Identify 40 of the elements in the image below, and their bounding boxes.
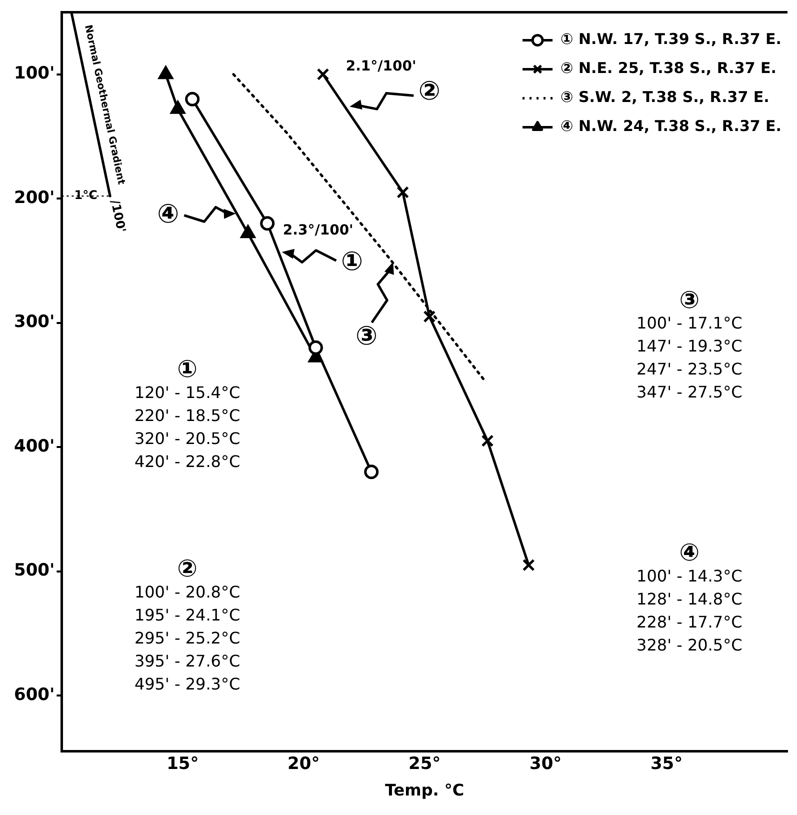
annotation: ④ — [157, 200, 180, 230]
point — [316, 68, 330, 81]
point — [185, 92, 200, 106]
legend-label: ③ S.W. 2, T.38 S., R.37 E. — [560, 88, 770, 106]
point — [481, 434, 494, 448]
point — [260, 216, 275, 231]
annotation: ③ — [356, 321, 378, 352]
x-tick-label: 30° — [529, 754, 562, 774]
y-tick-label: 400' — [14, 436, 55, 456]
annotation: 2.1°/100' — [346, 58, 416, 75]
point — [522, 558, 535, 572]
legend-label: ④ N.W. 24, T.38 S., R.37 E. — [560, 117, 782, 136]
x-tick-label: 35° — [650, 754, 683, 774]
x-axis-title: Temp. °C — [385, 780, 464, 800]
annotation: ③ 100' - 17.1°C 147' - 19.3°C 247' - 23.5°C 347' - 27.5°C — [636, 286, 742, 402]
point — [240, 225, 256, 238]
legend-label: ② N.E. 25, T.38 S., R.37 E. — [560, 59, 776, 78]
annotation: ① 120' - 15.4°C 220' - 18.5°C 320' - 20.5°C 420' - 22.8°C — [134, 355, 240, 471]
annotation: 1°C — [74, 188, 98, 202]
y-tick-label: 300' — [14, 312, 55, 332]
point — [364, 464, 379, 480]
y-tick-label: 100' — [14, 64, 55, 84]
legend-label: ① N.W. 17, T.39 S., R.37 E. — [560, 30, 782, 48]
y-tick-label: 500' — [14, 560, 55, 581]
x-tick-label: 20° — [288, 754, 320, 774]
annotation: ① — [341, 246, 364, 277]
x-tick-label: 15° — [166, 754, 199, 774]
point — [308, 340, 323, 355]
annotation: ④ 100' - 14.3°C 128' - 14.8°C 228' - 17.7°C 328' - 20.5°C — [636, 538, 742, 654]
point — [170, 100, 186, 114]
y-tick-label: 600' — [14, 684, 55, 705]
point — [158, 66, 174, 80]
annotation: ② 100' - 20.8°C 195' - 24.1°C 295' - 25.2°C 395' - 27.6°C 495' - 29.3°C — [134, 554, 240, 694]
annotation: 2.3°/100' — [282, 222, 354, 238]
point — [396, 186, 410, 199]
point — [423, 310, 436, 323]
annotation: /100' — [108, 198, 129, 234]
x-tick-label: 25° — [408, 754, 441, 774]
y-tick-label: 200' — [14, 188, 55, 208]
annotation: ② — [418, 76, 440, 107]
